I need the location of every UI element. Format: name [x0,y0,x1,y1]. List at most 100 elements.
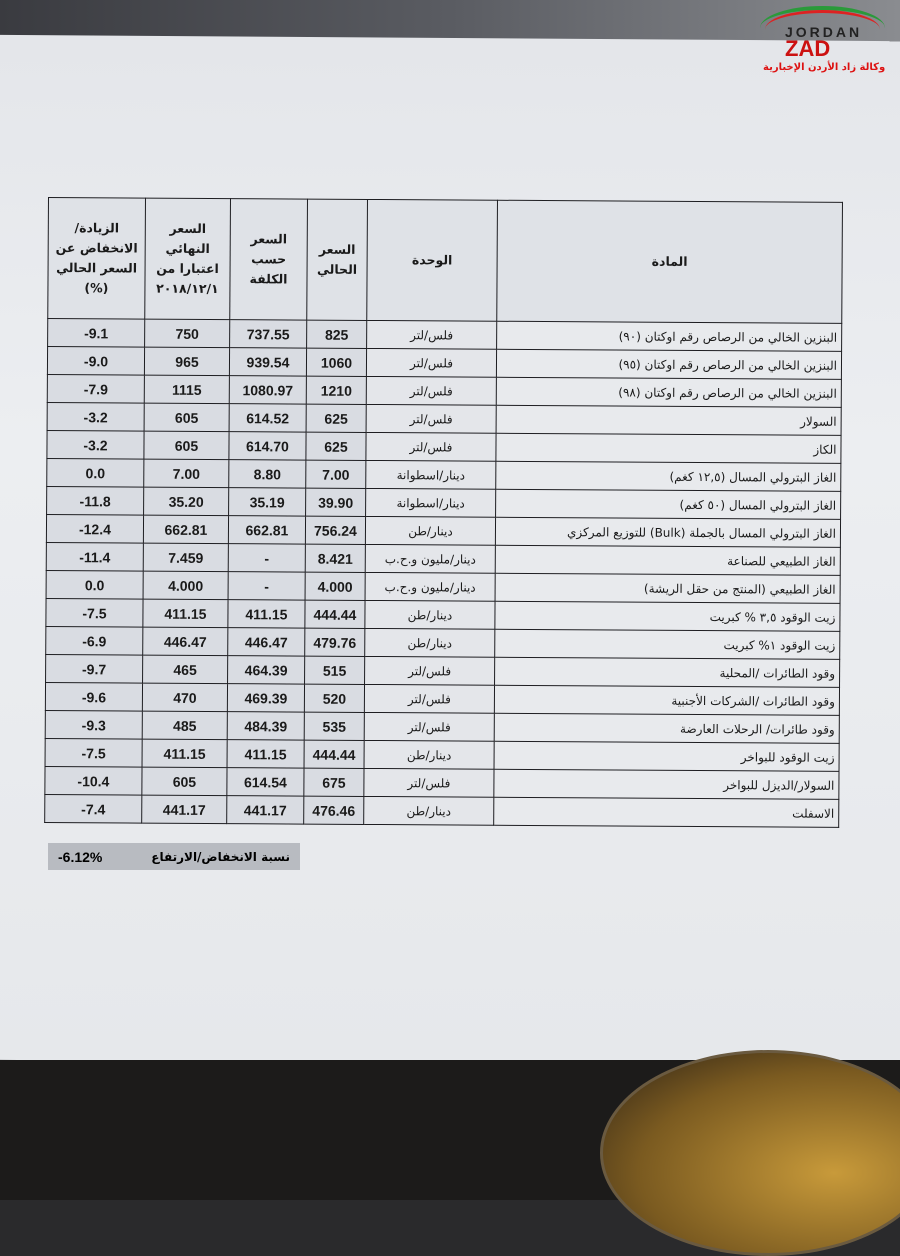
cell-change: -12.4 [46,514,144,544]
cell-final-price: 4.000 [143,571,229,600]
cell-cost-price: 469.39 [227,683,305,713]
cell-change: -9.3 [45,710,143,740]
cell-final-price: 605 [141,767,228,796]
cell-final-price: 470 [142,683,228,712]
cell-unit: دينار/مليون و.ح.ب [365,572,496,602]
cell-material: زيت الوقود ١% كبريت [494,629,840,660]
cell-change: -9.7 [45,654,143,684]
cell-unit: فلس/لتر [366,348,497,378]
cell-cost-price: 464.39 [227,655,305,685]
summary-value: -6.12% [58,848,103,865]
table-header-row: الزيادة/الانخفاض عن السعر الحالي (%) الس… [47,197,843,324]
cell-current-price: 515 [304,656,365,685]
cell-material: البنزين الخالي من الرصاص رقم اوكتان (٩٥) [496,349,842,380]
cell-final-price: 662.81 [143,515,229,544]
cell-current-price: 444.44 [304,600,366,629]
cell-current-price: 4.000 [305,572,366,601]
cell-unit: دينار/طن [365,516,496,546]
cell-current-price: 535 [304,712,365,741]
cell-current-price: 7.00 [305,460,366,489]
cell-final-price: 465 [142,655,228,684]
cell-cost-price: 411.15 [227,599,306,629]
cell-unit: دينار/مليون و.ح.ب [365,544,496,574]
cell-material: زيت الوقود للبواخر [494,741,840,772]
cell-cost-price: 446.47 [227,627,305,657]
cell-final-price: 605 [144,403,230,432]
cell-unit: دينار/اسطوانة [365,460,496,490]
cell-material: الكاز [495,433,842,464]
cell-change: -7.9 [47,374,145,404]
cell-change: -9.1 [47,318,145,348]
cell-material: الغاز الطبيعي (المنتج من حقل الريشة) [495,573,841,604]
cell-change: -7.5 [45,738,143,768]
cell-material: الغاز البترولي المسال (٥٠ كغم) [495,489,841,520]
cell-current-price: 756.24 [305,516,366,545]
cell-cost-price: 614.54 [226,767,305,797]
cell-change: -10.4 [44,766,143,796]
summary-label: نسبة الانخفاض/الارتفاع [151,849,290,864]
cell-current-price: 39.90 [305,488,366,517]
cell-material: السولار/الديزل للبواخر [493,769,840,800]
cell-change: -3.2 [46,430,145,460]
table-row: -7.4 441.17 441.17 476.46 دينار/طن الاسفلت [44,794,839,828]
cell-material: وقود الطائرات /الشركات الأجنبية [494,685,840,716]
header-final-price: السعر النهائي اعتبارا من ٢٠١٨/١٢/١ [144,198,231,320]
cell-material: السولار [496,405,842,436]
cell-material: البنزين الخالي من الرصاص رقم اوكتان (٩٨) [496,377,842,408]
cell-change: -11.4 [46,542,144,572]
cell-cost-price: 614.70 [228,431,307,461]
logo-word-zad: ZAD [785,36,831,61]
cell-material: وقود طائرات/ الرحلات العارضة [494,713,840,744]
cell-cost-price: 411.15 [227,739,305,769]
cell-change: 0.0 [46,458,144,488]
logo-tagline: وكالة زاد الأردن الإخبارية [763,62,886,73]
cell-current-price: 476.46 [303,796,364,825]
cell-unit: فلس/لتر [364,684,495,714]
fuel-price-table: الزيادة/الانخفاض عن السعر الحالي (%) الس… [44,197,843,828]
cell-unit: فلس/لتر [364,656,495,686]
cell-material: وقود الطائرات /المحلية [494,657,840,688]
cell-change: -7.4 [44,794,142,824]
cell-change: -7.5 [45,598,144,628]
cell-unit: فلس/لتر [363,768,495,798]
cell-final-price: 411.15 [142,599,229,628]
cell-material: الاسفلت [493,797,839,828]
cell-unit: دينار/اسطوانة [365,488,496,518]
cell-current-price: 8.421 [305,544,366,573]
cell-unit: فلس/لتر [364,712,495,742]
cell-material: الغاز الطبيعي للصناعة [495,545,841,576]
cell-final-price: 605 [143,431,230,460]
cell-final-price: 35.20 [143,487,229,516]
cell-cost-price: 737.55 [229,319,307,349]
cell-unit: دينار/طن [364,628,495,658]
header-unit: الوحدة [366,199,498,322]
cell-final-price: 411.15 [142,739,228,768]
cell-current-price: 444.44 [304,740,365,769]
logo-word: JORDAN [785,24,863,40]
cell-current-price: 479.76 [304,628,365,657]
cell-unit: فلس/لتر [365,432,497,462]
logo-arc-red [765,10,880,49]
header-change: الزيادة/الانخفاض عن السعر الحالي (%) [47,197,146,320]
cell-cost-price: 662.81 [228,515,306,545]
cell-cost-price: - [228,543,306,573]
cell-final-price: 965 [144,347,230,376]
cell-unit: دينار/طن [364,740,495,770]
cell-final-price: 1115 [144,375,230,404]
cell-unit: دينار/طن [364,600,496,630]
cell-cost-price: - [228,571,306,601]
cell-unit: فلس/لتر [366,376,497,406]
cell-unit: دينار/طن [363,796,494,826]
cell-material: الغاز البترولي المسال (١٢,٥ كغم) [495,461,841,492]
cell-current-price: 520 [304,684,365,713]
cell-material: زيت الوقود ٣,٥ % كبريت [494,601,841,632]
cell-cost-price: 1080.97 [229,375,307,405]
cell-cost-price: 939.54 [229,347,307,377]
cell-final-price: 750 [144,319,230,348]
cell-unit: فلس/لتر [366,404,497,434]
cell-cost-price: 441.17 [226,795,304,825]
cell-change: -3.2 [47,402,145,432]
jordan-zad-logo: JORDAN ZAD وكالة زاد الأردن الإخبارية [755,4,890,74]
cell-final-price: 7.00 [143,459,229,488]
cell-change: -9.0 [47,346,145,376]
